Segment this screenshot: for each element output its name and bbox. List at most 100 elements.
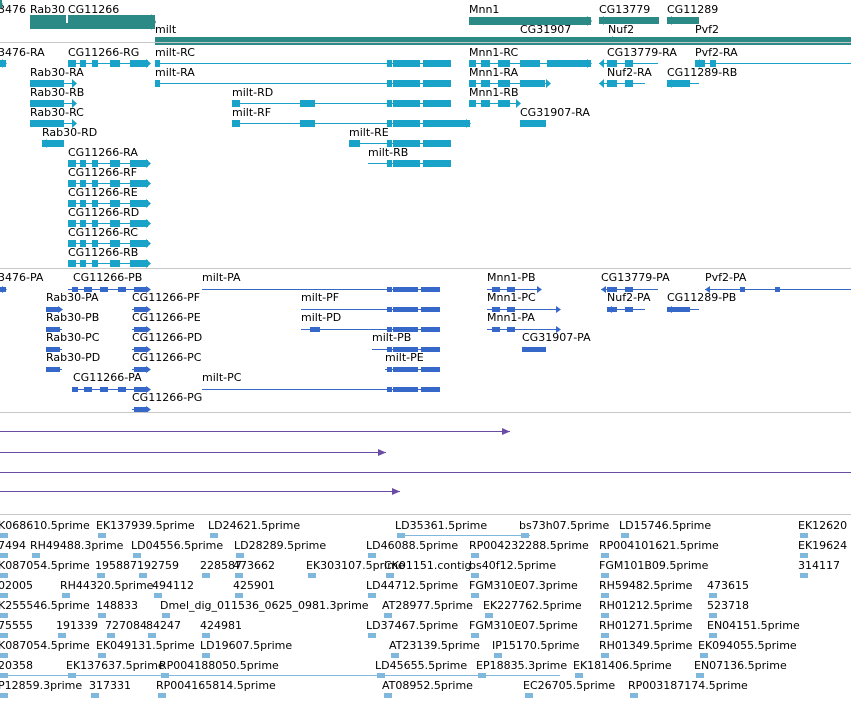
exon-block: [710, 60, 716, 67]
exon-block: [155, 37, 851, 45]
exon-block: [421, 387, 440, 392]
exon-block: [800, 533, 808, 538]
intron-line: [68, 289, 150, 290]
intron-line: [0, 491, 400, 492]
exon-block: [469, 17, 591, 25]
strand-arrow-icon: [667, 306, 672, 313]
protein-label: CG11266-PA: [73, 371, 142, 384]
exon-block: [547, 60, 591, 67]
exon-block: [155, 60, 160, 67]
est-label: 727084: [105, 619, 147, 632]
protein-label: milt-PF: [301, 291, 340, 304]
est-label: 424981: [200, 619, 242, 632]
est-label: LD35361.5prime: [395, 519, 488, 532]
exon-block: [0, 613, 8, 618]
strand-arrow-icon: [146, 59, 151, 68]
exon-block: [0, 593, 8, 598]
transcript-label: CG31907-RA: [520, 106, 590, 119]
exon-block: [601, 613, 609, 618]
exon-block: [118, 287, 126, 292]
exon-block: [393, 287, 418, 292]
strand-arrow-icon: [587, 59, 592, 68]
exon-block: [775, 287, 780, 292]
exon-block: [236, 553, 244, 558]
est-label: EN07136.5prime: [694, 659, 787, 672]
intron-line: [68, 243, 150, 244]
exon-block: [84, 287, 92, 292]
exon-block: [300, 120, 315, 127]
exon-block: [130, 240, 148, 247]
strand-arrow-icon: [146, 199, 151, 208]
exon-block: [507, 287, 515, 292]
intron-line: [599, 83, 645, 84]
intron-line: [68, 263, 150, 264]
exon-block: [387, 367, 392, 372]
exon-block: [393, 327, 418, 332]
exon-block: [134, 287, 148, 292]
exon-block: [92, 240, 98, 247]
transcript-label: CG11266-RC: [68, 226, 138, 239]
exon-block: [387, 80, 392, 87]
exon-block: [387, 60, 392, 67]
exon-block: [625, 80, 633, 87]
exon-block: [601, 593, 609, 598]
exon-block: [709, 593, 717, 598]
gene-label: CG13779: [599, 3, 651, 16]
alignment-track: [0, 413, 851, 513]
exon-block: [98, 533, 106, 538]
exon-block: [601, 633, 609, 638]
transcript-label: Rab30-RB: [30, 86, 85, 99]
gene-label: Nuf2: [608, 23, 635, 36]
exon-block: [421, 367, 440, 372]
protein-label: CG11266-PG: [132, 391, 203, 404]
est-label: K255546.5prime: [0, 599, 90, 612]
est-label: AT08952.5prime: [382, 679, 473, 692]
exon-block: [423, 140, 451, 147]
exon-block: [423, 120, 470, 127]
protein-label: 3476-PA: [0, 271, 44, 284]
protein-label: Rab30-PA: [46, 291, 99, 304]
exon-block: [110, 240, 120, 247]
protein-label: milt-PC: [202, 371, 242, 384]
est-label: EK12620: [798, 519, 848, 532]
exon-block: [310, 327, 320, 332]
protein-label: CG11289-PB: [667, 291, 737, 304]
strand-arrow-icon: [695, 59, 700, 68]
gene-label: CG11266: [68, 3, 120, 16]
exon-block: [92, 260, 98, 267]
exon-block: [393, 367, 418, 372]
transcript-label: CG11266-RB: [68, 246, 139, 259]
exon-block: [423, 100, 451, 107]
exon-block: [92, 180, 98, 187]
exon-block: [97, 573, 105, 578]
protein-label: Rab30-PD: [46, 351, 101, 364]
exon-block: [80, 180, 86, 187]
intron-line: [0, 431, 510, 432]
exon-block: [68, 260, 76, 267]
transcript-track: 3476-RA CG11266-RG milt-RC Mnn1-RC CG13779-R…: [0, 43, 851, 268]
transcript-label: CG11289-RB: [667, 66, 738, 79]
est-label: RH01349.5prime: [599, 639, 693, 652]
est-label: 192759: [137, 559, 179, 572]
exon-block: [421, 347, 440, 352]
exon-block: [235, 573, 243, 578]
exon-block: [68, 160, 76, 167]
intron-line: [155, 63, 451, 64]
est-label: 195887: [95, 559, 137, 572]
arrowhead-icon: [392, 488, 400, 495]
strand-arrow-icon: [556, 306, 561, 313]
transcript-label: CG11266-RA: [68, 146, 138, 159]
exon-block: [625, 60, 633, 67]
exon-block: [92, 160, 98, 167]
strand-arrow-icon: [146, 346, 151, 353]
exon-block: [387, 140, 392, 147]
intron-line: [68, 163, 150, 164]
transcript-label: milt-RD: [232, 86, 274, 99]
est-label: IP15170.5prime: [492, 639, 580, 652]
exon-block: [130, 180, 148, 187]
exon-block: [387, 327, 392, 332]
exon-block: [134, 347, 148, 352]
exon-block: [107, 633, 115, 638]
strand-arrow-icon: [146, 386, 151, 393]
